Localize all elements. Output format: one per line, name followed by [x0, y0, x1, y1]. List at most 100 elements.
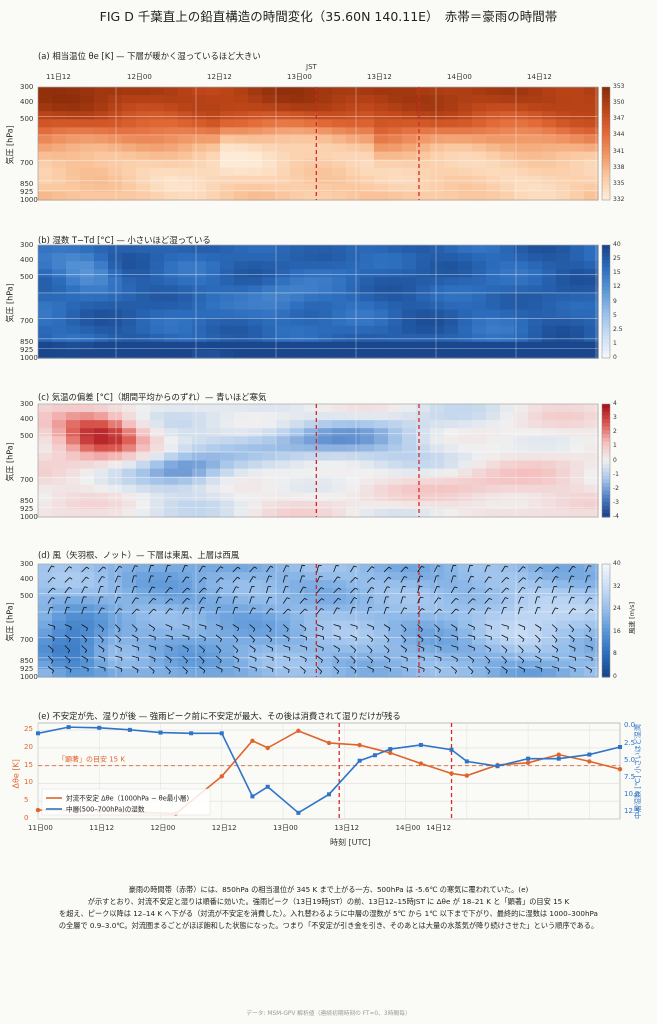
heatmap-cell [276, 325, 291, 335]
heatmap-cell [38, 277, 53, 286]
colorbar-tick-label: 0 [613, 456, 617, 464]
heatmap-cell [374, 277, 389, 286]
heatmap-cell [276, 127, 291, 137]
heatmap-cell [402, 412, 417, 421]
wind-barb [249, 645, 256, 653]
heatmap-cell [94, 404, 109, 413]
heatmap-cell [556, 404, 571, 413]
heatmap-cell [192, 500, 207, 510]
heatmap-cell [570, 167, 585, 177]
heatmap-cell [262, 245, 277, 254]
colorbar-segment [602, 252, 610, 257]
heatmap-cell [234, 349, 249, 359]
wind-barb [199, 624, 207, 630]
wind-barb [366, 586, 375, 594]
heatmap-cell [122, 476, 137, 486]
heatmap-cell [402, 500, 417, 510]
heatmap-cell [52, 572, 67, 581]
moisture-point [219, 731, 224, 736]
heatmap-cell [290, 285, 305, 295]
heatmap-cell [556, 428, 571, 437]
heatmap-cell [178, 476, 193, 486]
heatmap-cell [122, 127, 137, 137]
wind-barb [182, 666, 188, 675]
wind-barb [165, 655, 172, 663]
heatmap-cell [500, 293, 515, 303]
heatmap-cell [150, 277, 165, 286]
heatmap-cell [416, 428, 431, 437]
heatmap-cell [164, 652, 179, 662]
heatmap-cell [248, 580, 263, 589]
heatmap-cell [346, 175, 361, 185]
heatmap-cell [80, 253, 95, 262]
heatmap-cell [444, 444, 459, 454]
heatmap-cell [136, 167, 151, 177]
heatmap-cell [388, 596, 403, 605]
heatmap-cell [514, 460, 529, 470]
heatmap-cell [38, 660, 53, 670]
heatmap-cell [430, 191, 445, 201]
heatmap-cell [136, 183, 151, 193]
dewpoint-colorbar [601, 244, 611, 359]
heatmap-cell [570, 500, 585, 510]
heatmap-cell [472, 167, 487, 177]
wind-barb [98, 596, 104, 604]
heatmap-cell [38, 325, 53, 335]
heatmap-cell [206, 301, 221, 311]
left-y-tick-label: 10 [24, 778, 33, 787]
heatmap-cell [430, 341, 445, 351]
heatmap-cell [458, 668, 473, 678]
heatmap-cell [220, 293, 235, 303]
heatmap-cell [276, 253, 291, 262]
heatmap-cell [248, 261, 263, 270]
heatmap-cell [304, 428, 319, 437]
heatmap-cell [402, 596, 417, 605]
colorbar-segment [602, 586, 610, 591]
wind-barb [534, 576, 543, 583]
heatmap-cell [416, 293, 431, 303]
heatmap-cell [500, 261, 515, 270]
heatmap-cell [262, 309, 277, 319]
heatmap-cell [108, 428, 123, 437]
wind-barb [282, 608, 291, 615]
heatmap-cell [220, 420, 235, 429]
heatmap-cell [262, 636, 277, 646]
heatmap-cell [458, 293, 473, 303]
heatmap-cell [178, 564, 193, 573]
heatmap-cell [136, 175, 151, 185]
heatmap-cell [416, 119, 431, 128]
wind-barb [333, 634, 341, 641]
pressure-tick-label: 850 [20, 338, 34, 347]
moisture-point [97, 725, 102, 730]
wind-barb [366, 577, 375, 583]
heatmap-cell [192, 285, 207, 295]
heatmap-cell [122, 111, 137, 120]
heatmap-cell [528, 636, 543, 646]
heatmap-cell [164, 135, 179, 145]
heatmap-cell [556, 564, 571, 573]
heatmap-cell [332, 183, 347, 193]
colorbar-segment [602, 331, 610, 336]
heatmap-cell [80, 492, 95, 502]
heatmap-cell [248, 309, 263, 319]
heatmap-cell [248, 325, 263, 335]
heatmap-cell [248, 349, 263, 359]
right-y-tick-label: 0.0 [624, 721, 636, 730]
heatmap-cell [444, 484, 459, 494]
utc-tick-label: 13日00 [273, 824, 298, 832]
colorbar-segment [602, 486, 610, 492]
wind-barb [299, 655, 307, 662]
heatmap-cell [388, 285, 403, 295]
heatmap-cell [136, 269, 151, 278]
wind-barb [232, 566, 241, 573]
heatmap-cell [178, 572, 193, 581]
heatmap-cell [66, 452, 81, 462]
heatmap-cell [430, 452, 445, 462]
heatmap-cell [52, 349, 67, 359]
heatmap-cell [290, 159, 305, 169]
heatmap-cell [192, 644, 207, 654]
heatmap-cell [472, 341, 487, 351]
heatmap-cell [108, 293, 123, 303]
heatmap-cell [500, 309, 515, 319]
colorbar-frame [601, 244, 611, 359]
